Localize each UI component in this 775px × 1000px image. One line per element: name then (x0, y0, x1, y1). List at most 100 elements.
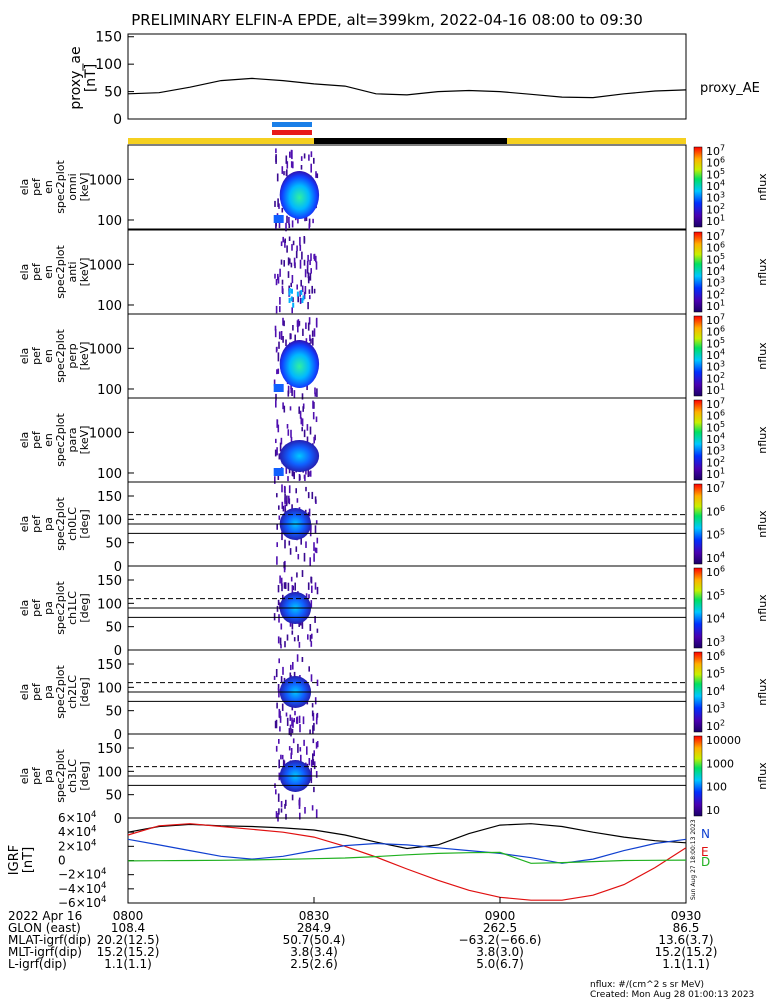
orbit-value: 0800 (113, 909, 144, 923)
spectrogram-cell (279, 575, 281, 584)
colorbar-tick-label: 106 (706, 324, 725, 338)
spectrogram-cell (294, 710, 296, 716)
colorbar-tick-label-exp: 3 (720, 275, 725, 284)
spectrogram-cell (290, 752, 292, 760)
colorbar-tick-label-base: 10 (706, 265, 720, 278)
spectrogram-cell (291, 728, 294, 734)
spectrogram-cell (304, 269, 307, 278)
colorbar-tick-label: 105 (706, 252, 725, 266)
panel-ylabel-line: ela (18, 768, 31, 785)
spectrogram-cell (281, 484, 283, 493)
colorbar-tick-label: 102 (706, 287, 725, 301)
colorbar-tick-label-exp: 4 (720, 179, 725, 188)
spectrogram-cell (310, 759, 313, 767)
spectrogram-cell (287, 390, 290, 397)
colorbar-tick-label: 105 (706, 527, 725, 541)
spectrogram-cell (307, 492, 310, 499)
igrf-ytick-label: −2×104 (58, 867, 107, 882)
panel-ylabel-line: ela (18, 600, 31, 617)
spectrogram-cell (284, 582, 287, 589)
spectrogram-cell (289, 333, 292, 340)
spectrogram-cell (275, 438, 277, 444)
spectrogram-cell (312, 412, 315, 420)
orbit-value: 0930 (671, 909, 702, 923)
spectrogram-cell (294, 334, 296, 342)
spectrogram-cell (286, 717, 289, 726)
colorbar-tick-label: 105 (706, 167, 725, 181)
spectrogram-cell (275, 669, 278, 678)
colorbar-tick-label-base: 10 (706, 203, 720, 216)
colorbar-tick-label: 104 (706, 551, 725, 565)
spectrogram-cell (314, 392, 317, 397)
flux-low-energy (273, 215, 284, 223)
colorbar-tick-label-exp: 1 (720, 467, 725, 476)
spectrogram-cell (309, 624, 312, 631)
spectrogram-cell (277, 276, 280, 284)
colorbar-tick-label: 103 (706, 443, 725, 457)
flux-cell (288, 287, 291, 293)
spectrogram-cell (307, 254, 309, 262)
spectrogram-cell (311, 330, 314, 337)
colorbar-tick-label-exp: 5 (720, 527, 725, 536)
spectrogram-cell (313, 722, 315, 731)
orbit-row-label: GLON (east) (8, 921, 81, 935)
spectrogram-cell (296, 572, 298, 578)
spectrogram-cell (280, 331, 283, 340)
colorbar-label: nflux (756, 258, 769, 286)
proxy-ae-ylabel-line: proxy_ae (68, 46, 84, 109)
spectrogram-cell (275, 745, 278, 752)
spectrogram-cell (314, 616, 316, 623)
colorbar-tick-label: 104 (706, 264, 725, 278)
spectrogram-cell (275, 279, 278, 286)
spectrogram-cell (284, 238, 286, 243)
spectrogram-cell (284, 497, 286, 505)
spectrogram-cell (306, 746, 308, 755)
energy-spectrogram-panel: ela pef en spec2plot omni [keV]10001001071061… (18, 144, 769, 232)
spectrogram-cell (275, 789, 277, 795)
spectrogram-cell (307, 302, 309, 310)
colorbar-tick-label: 102 (706, 719, 725, 733)
spectrogram-cell (291, 275, 294, 284)
spectrogram-cell (285, 813, 287, 820)
spectrogram-cell (311, 710, 314, 717)
panel-ylabel-line: ch1LC (66, 591, 79, 625)
spectrogram-cell (315, 317, 318, 326)
colorbar-tick-label-exp: 5 (720, 252, 725, 261)
spectrogram-cell (291, 623, 294, 630)
spectrogram-cell (315, 261, 318, 270)
pitch-angle-spectrogram-panel: ela pef pa spec2plot ch3LC [deg] 0 50 100 150 1000… (18, 733, 769, 827)
colorbar-tick-label-exp: 6 (720, 240, 725, 249)
igrf-side-timestamp: Sun Aug 27 18:00:13 2023 (690, 819, 697, 900)
spectrogram-cell (301, 427, 303, 432)
spectrogram-cell (280, 259, 283, 265)
colorbar-label: nflux (756, 342, 769, 370)
spectrogram-cell (280, 801, 283, 808)
colorbar-tick-label-exp: 1 (720, 214, 725, 223)
spectrogram-cell (288, 495, 290, 504)
colorbar-tick-label-exp: 7 (720, 397, 725, 406)
spectrogram-cell (304, 807, 306, 814)
igrf-ytick-label: 0 (58, 854, 66, 868)
spectrogram-cell (287, 582, 290, 591)
spectrogram-cell (292, 325, 294, 331)
spectrogram-cell (291, 468, 294, 477)
spectrogram-cell (292, 240, 295, 246)
spectrogram-cell (307, 322, 310, 331)
colorbar-tick-label: 106 (706, 649, 725, 663)
spectrogram-cell (281, 279, 284, 285)
spectrogram-cell (316, 388, 318, 397)
spectrogram-cell (276, 542, 278, 548)
panel-ylabel-line: [keV] (78, 342, 91, 371)
colorbar-tick-label-base: 10 (706, 384, 720, 397)
spectrogram-cell (288, 540, 291, 546)
spectrogram-cell (314, 387, 316, 395)
spectrogram-cell (287, 385, 290, 394)
panel-ylabel-line: spec2plot (54, 749, 67, 803)
spectrogram-cell (281, 531, 283, 541)
pitch-angle-ytick-label: 100 (97, 681, 122, 696)
orbit-value: 0900 (485, 909, 516, 923)
colorbar: 10000 1000 100 10 nflux (693, 734, 769, 817)
colorbar-tick-label-base: 10 (706, 253, 720, 266)
